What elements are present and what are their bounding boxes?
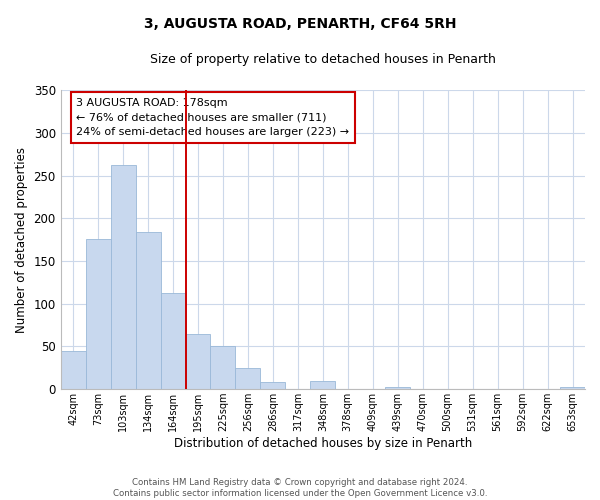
Bar (385, 388, 410, 389)
Bar (161, 292, 185, 389)
Title: Size of property relative to detached houses in Penarth: Size of property relative to detached ho… (150, 52, 496, 66)
Text: 3, AUGUSTA ROAD, PENARTH, CF64 5RH: 3, AUGUSTA ROAD, PENARTH, CF64 5RH (144, 18, 456, 32)
Bar (235, 368, 260, 389)
Bar (86, 239, 110, 389)
Text: Contains HM Land Registry data © Crown copyright and database right 2024.
Contai: Contains HM Land Registry data © Crown c… (113, 478, 487, 498)
X-axis label: Distribution of detached houses by size in Penarth: Distribution of detached houses by size … (174, 437, 472, 450)
Y-axis label: Number of detached properties: Number of detached properties (15, 146, 28, 332)
Bar (136, 232, 161, 389)
Bar (310, 382, 335, 389)
Bar (211, 346, 235, 389)
Bar (185, 334, 211, 389)
Bar (260, 382, 286, 389)
Bar (110, 166, 136, 389)
Bar (560, 388, 585, 389)
Text: 3 AUGUSTA ROAD: 178sqm
← 76% of detached houses are smaller (711)
24% of semi-de: 3 AUGUSTA ROAD: 178sqm ← 76% of detached… (76, 98, 350, 138)
Bar (61, 350, 86, 389)
